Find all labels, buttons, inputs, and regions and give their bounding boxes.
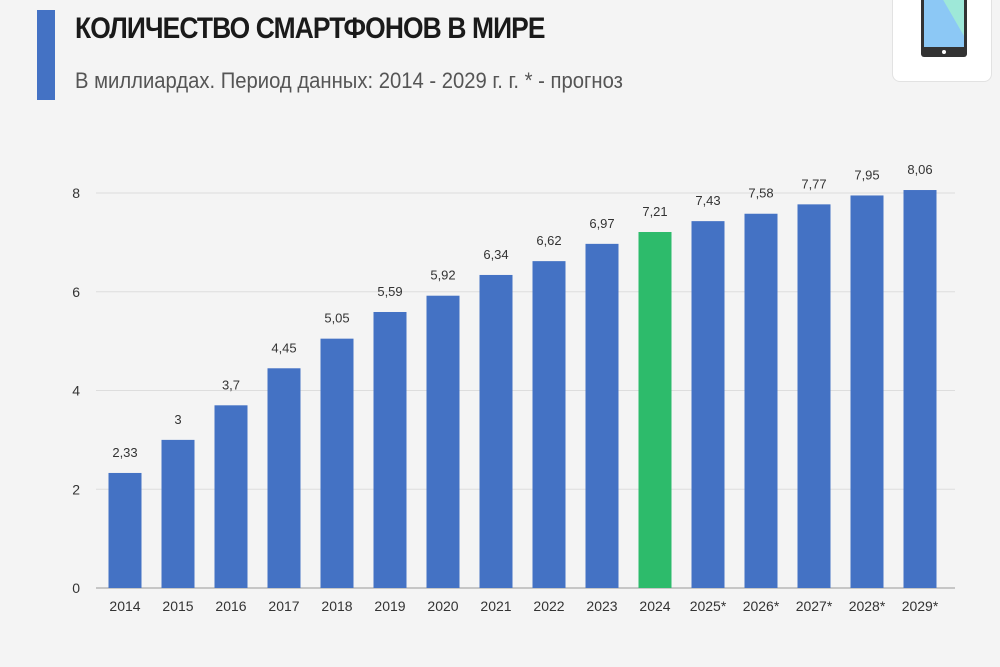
data-label: 5,59 bbox=[377, 284, 402, 299]
bar bbox=[691, 221, 725, 589]
data-label: 5,92 bbox=[430, 268, 455, 283]
data-label: 5,05 bbox=[324, 311, 349, 326]
data-label: 7,58 bbox=[748, 186, 773, 201]
y-tick-label: 2 bbox=[72, 481, 80, 497]
data-label: 6,97 bbox=[589, 216, 614, 231]
bar bbox=[373, 311, 407, 588]
data-label: 7,77 bbox=[801, 176, 826, 191]
x-tick-label: 2020 bbox=[427, 598, 458, 614]
data-label: 4,45 bbox=[271, 340, 296, 355]
x-tick-label: 2014 bbox=[109, 598, 140, 614]
data-label: 6,62 bbox=[536, 233, 561, 248]
bar bbox=[267, 368, 301, 588]
x-tick-label: 2025* bbox=[690, 598, 727, 614]
chart-title: КОЛИЧЕСТВО СМАРТФОНОВ В МИРЕ bbox=[75, 12, 546, 45]
bar bbox=[320, 338, 354, 588]
bar bbox=[532, 261, 566, 588]
x-tick-label: 2024 bbox=[639, 598, 670, 614]
y-tick-label: 4 bbox=[72, 383, 80, 399]
x-tick-label: 2022 bbox=[533, 598, 564, 614]
bar bbox=[214, 405, 248, 588]
y-tick-label: 8 bbox=[72, 185, 80, 201]
bar bbox=[850, 195, 884, 588]
x-tick-label: 2015 bbox=[162, 598, 193, 614]
bar bbox=[161, 439, 195, 588]
smartphone-icon-card bbox=[892, 0, 992, 82]
data-label: 2,33 bbox=[112, 445, 137, 460]
data-label: 7,21 bbox=[642, 204, 667, 219]
smartphone-icon bbox=[921, 0, 967, 57]
x-tick-label: 2021 bbox=[480, 598, 511, 614]
x-tick-label: 2023 bbox=[586, 598, 617, 614]
bar bbox=[585, 243, 619, 588]
x-tick-label: 2026* bbox=[743, 598, 780, 614]
x-tick-label: 2018 bbox=[321, 598, 352, 614]
x-tick-label: 2017 bbox=[268, 598, 299, 614]
x-tick-label: 2027* bbox=[796, 598, 833, 614]
bar bbox=[426, 295, 460, 588]
data-label: 7,43 bbox=[695, 193, 720, 208]
chart-subtitle: В миллиардах. Период данных: 2014 - 2029… bbox=[75, 68, 623, 93]
x-tick-label: 2019 bbox=[374, 598, 405, 614]
bar bbox=[744, 213, 778, 589]
x-tick-label: 2029* bbox=[902, 598, 939, 614]
data-label: 3,7 bbox=[222, 377, 240, 392]
bar bbox=[797, 204, 831, 588]
bar bbox=[479, 274, 513, 588]
x-tick-label: 2016 bbox=[215, 598, 246, 614]
data-label: 7,95 bbox=[854, 167, 879, 182]
title-accent-bar bbox=[37, 10, 55, 100]
data-label: 6,34 bbox=[483, 247, 508, 262]
y-tick-label: 0 bbox=[72, 580, 80, 596]
bar bbox=[108, 472, 142, 588]
bar bbox=[903, 190, 937, 588]
x-tick-label: 2028* bbox=[849, 598, 886, 614]
y-tick-label: 6 bbox=[72, 284, 80, 300]
bar bbox=[638, 232, 672, 588]
data-label: 8,06 bbox=[907, 162, 932, 177]
data-label: 3 bbox=[174, 412, 181, 427]
